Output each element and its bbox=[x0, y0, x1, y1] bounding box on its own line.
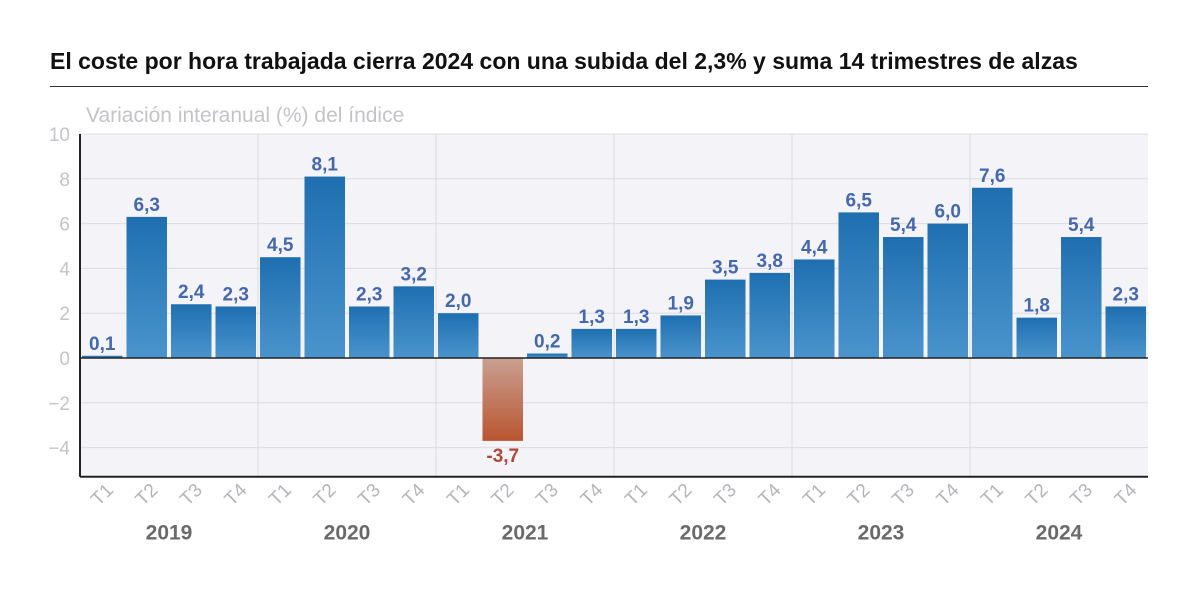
x-tick-label: T2 bbox=[1022, 480, 1053, 511]
x-tick-label: T1 bbox=[977, 480, 1008, 511]
bar bbox=[215, 306, 256, 358]
x-tick-label: T1 bbox=[87, 480, 118, 511]
x-tick-label: T4 bbox=[221, 480, 252, 511]
bar bbox=[794, 259, 835, 358]
y-tick-label: −2 bbox=[48, 394, 70, 415]
data-label: 6,0 bbox=[935, 202, 961, 223]
x-tick-label: T3 bbox=[888, 480, 919, 511]
bar bbox=[1105, 306, 1146, 358]
bar bbox=[393, 286, 434, 358]
data-label: 1,3 bbox=[623, 307, 649, 328]
bar bbox=[705, 279, 746, 358]
data-label: 6,3 bbox=[134, 195, 160, 216]
y-tick-label: −4 bbox=[48, 439, 70, 460]
data-label: 1,9 bbox=[668, 293, 694, 314]
x-tick-label: T1 bbox=[799, 480, 830, 511]
year-label: 2024 bbox=[1036, 522, 1083, 545]
data-label: 2,0 bbox=[445, 291, 471, 312]
bar bbox=[927, 223, 968, 358]
data-label: 6,5 bbox=[846, 190, 873, 211]
x-tick-label: T1 bbox=[443, 480, 474, 511]
data-label: 0,1 bbox=[89, 334, 116, 355]
year-label: 2020 bbox=[324, 522, 371, 545]
x-tick-label: T4 bbox=[577, 480, 608, 511]
x-tick-label: T2 bbox=[132, 480, 163, 511]
data-label: 4,5 bbox=[267, 235, 294, 256]
bar bbox=[1061, 237, 1102, 358]
x-tick-label: T4 bbox=[933, 480, 964, 511]
year-label: 2019 bbox=[146, 522, 193, 545]
chart-subtitle: Variación interanual (%) del índice bbox=[86, 104, 405, 127]
y-tick-label: 8 bbox=[59, 170, 70, 191]
x-tick-label: T4 bbox=[1111, 480, 1142, 511]
data-label: 4,4 bbox=[801, 237, 828, 258]
x-tick-label: T3 bbox=[710, 480, 741, 511]
bar bbox=[482, 358, 523, 441]
x-tick-label: T3 bbox=[354, 480, 385, 511]
data-label: 2,3 bbox=[1113, 284, 1139, 305]
x-tick-label: T2 bbox=[488, 480, 519, 511]
data-label: 8,1 bbox=[312, 155, 339, 176]
bar bbox=[1016, 317, 1057, 358]
x-tick-label: T4 bbox=[399, 480, 430, 511]
x-tick-label: T3 bbox=[1066, 480, 1097, 511]
data-label: 2,4 bbox=[178, 282, 205, 303]
data-label: 3,2 bbox=[401, 264, 427, 285]
bar bbox=[972, 187, 1013, 358]
data-label: 5,4 bbox=[890, 215, 917, 236]
bar bbox=[838, 212, 879, 358]
title-divider bbox=[50, 86, 1148, 87]
x-tick-label: T3 bbox=[176, 480, 207, 511]
x-tick-label: T2 bbox=[666, 480, 697, 511]
x-tick-label: T1 bbox=[621, 480, 652, 511]
data-label: 5,4 bbox=[1068, 215, 1095, 236]
bar bbox=[616, 328, 657, 358]
x-tick-label: T1 bbox=[265, 480, 296, 511]
data-label: 1,8 bbox=[1024, 296, 1050, 317]
bar bbox=[304, 176, 345, 358]
bar bbox=[126, 216, 167, 358]
x-tick-label: T2 bbox=[310, 480, 341, 511]
y-tick-label: 4 bbox=[59, 259, 70, 280]
bar bbox=[527, 353, 568, 358]
data-label: 7,6 bbox=[979, 166, 1005, 187]
bar bbox=[82, 355, 123, 358]
data-label: 0,2 bbox=[534, 332, 560, 353]
data-label: 3,8 bbox=[757, 251, 783, 272]
year-label: 2022 bbox=[680, 522, 727, 545]
y-tick-label: 2 bbox=[59, 304, 70, 325]
bar bbox=[749, 272, 790, 358]
bar bbox=[571, 328, 612, 358]
year-label: 2021 bbox=[502, 522, 549, 545]
x-tick-label: T4 bbox=[755, 480, 786, 511]
year-label: 2023 bbox=[858, 522, 905, 545]
bar bbox=[349, 306, 390, 358]
data-label: 2,3 bbox=[356, 284, 382, 305]
x-tick-label: T2 bbox=[844, 480, 875, 511]
bar bbox=[660, 315, 701, 358]
bar bbox=[438, 313, 479, 358]
y-tick-label: 10 bbox=[49, 125, 70, 146]
bar bbox=[260, 257, 301, 358]
x-tick-label: T3 bbox=[532, 480, 563, 511]
data-label: 2,3 bbox=[223, 284, 249, 305]
bar bbox=[883, 237, 924, 358]
chart-title: El coste por hora trabajada cierra 2024 … bbox=[50, 48, 1078, 74]
bar bbox=[171, 304, 212, 358]
y-tick-label: 6 bbox=[59, 215, 70, 236]
data-label: -3,7 bbox=[486, 446, 519, 467]
y-tick-label: 0 bbox=[59, 349, 70, 370]
data-label: 1,3 bbox=[579, 307, 605, 328]
data-label: 3,5 bbox=[712, 258, 739, 279]
